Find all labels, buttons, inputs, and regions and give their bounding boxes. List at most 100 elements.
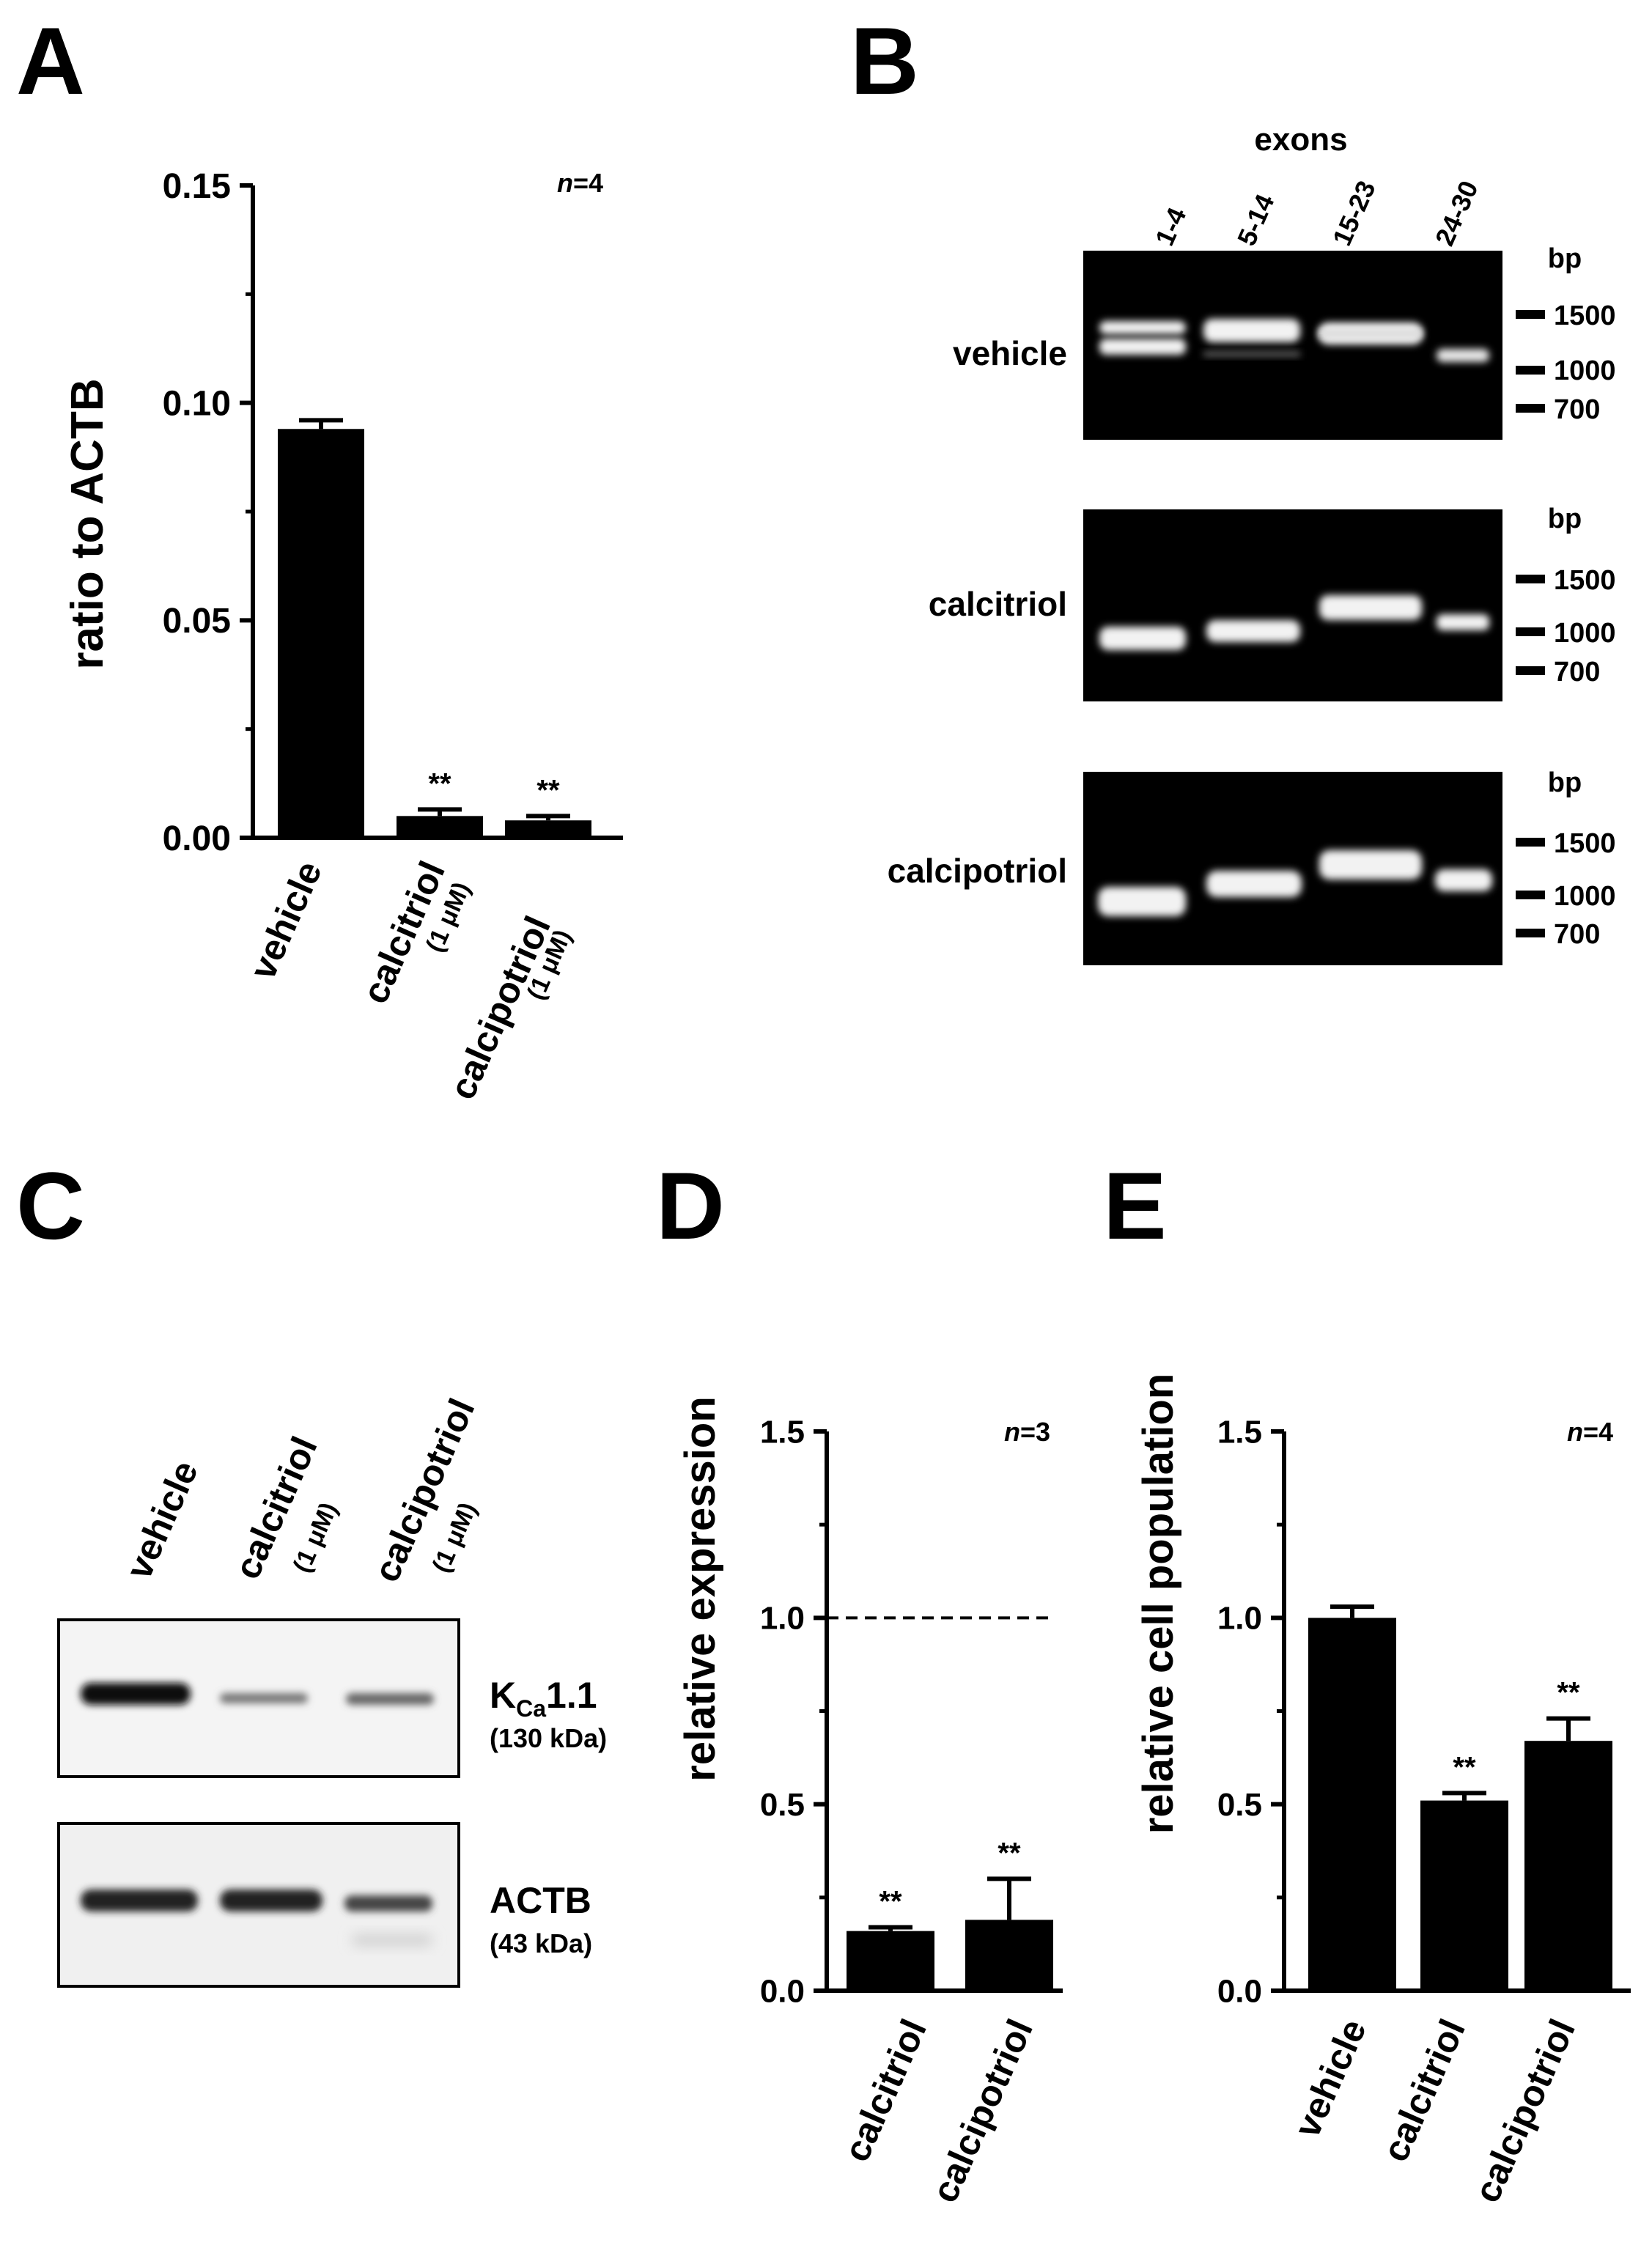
significance-label: ** [879, 1886, 902, 1918]
chart-d-cat-calcitriol: calcitriol [836, 2013, 934, 2168]
marker-label-1000: 1000 [1554, 355, 1616, 386]
y-tick-label: 0.5 [1217, 1787, 1262, 1823]
significance-label: ** [1557, 1677, 1580, 1709]
y-tick-label: 1.0 [760, 1601, 805, 1637]
gel-panel: exons 1-4 5-14 15-23 24-30 [888, 122, 1616, 965]
gel-bands-calcipotriol [1098, 850, 1492, 916]
chart-e-n-italic: n [1567, 1417, 1583, 1447]
chart-a-cat-calcipotriol: calcipotriol [441, 910, 558, 1105]
chart-a-bars: ** ** [278, 418, 591, 838]
y-tick-label: 0.05 [163, 602, 231, 641]
marker-label-700: 700 [1554, 657, 1600, 688]
panel-label-d: D [656, 1152, 725, 1259]
blot-band [344, 1895, 432, 1912]
chart-a-ylabel: ratio to ACTB [62, 378, 113, 669]
gel-markers-calcitriol: bp 1500 1000 700 [1516, 504, 1616, 688]
gel-row-label-calcipotriol: calcipotriol [888, 852, 1067, 890]
marker-label-700: 700 [1554, 394, 1600, 425]
blot-lane-label-vehicle: vehicle [118, 1455, 206, 1585]
panel-label-b: B [850, 7, 919, 114]
bar [1420, 1800, 1508, 1991]
marker-label-1000: 1000 [1554, 618, 1616, 649]
blot-label-kca-main: K [490, 1675, 516, 1716]
chart-a: ratio to ACTB n=4 ** ** vehicle calcitrio… [62, 167, 623, 1105]
blot-lane-label-calcipotriol: calcipotriol [366, 1393, 483, 1588]
bar [1308, 1618, 1396, 1991]
gel-markers-vehicle: bp 1500 1000 700 [1516, 243, 1616, 425]
gel-bands-vehicle [1099, 319, 1489, 362]
western-blot-panel: vehicle calcitriol (1 μM) calcipotriol (… [57, 1393, 607, 1988]
blot-band [220, 1693, 308, 1703]
bar [278, 429, 364, 838]
gel-band [1099, 339, 1186, 355]
gel-bp-label: bp [1548, 243, 1582, 274]
blot-bands-kca [81, 1683, 434, 1705]
y-tick-label: 1.5 [1217, 1414, 1262, 1450]
marker-label-1500: 1500 [1554, 828, 1616, 859]
gel-row-label-vehicle: vehicle [953, 334, 1067, 372]
marker-label-1500: 1500 [1554, 301, 1616, 331]
chart-d: relative expression n=3 ** ** calcitriol … [676, 1396, 1063, 2208]
marker-tick [1516, 929, 1545, 937]
marker-label-1500: 1500 [1554, 565, 1616, 596]
blot-size-actb: (43 kDa) [490, 1928, 592, 1958]
y-tick-label: 1.0 [1217, 1601, 1262, 1637]
panel-label-a: A [16, 7, 85, 114]
gel-band [1435, 869, 1492, 891]
significance-label: ** [998, 1837, 1021, 1869]
gel-image-calcitriol [1083, 509, 1502, 701]
chart-d-category-labels: calcitriol calcipotriol [836, 2013, 1041, 2208]
gel-band [1319, 850, 1422, 880]
blot-band [346, 1693, 434, 1705]
blot-label-kca-sub: Ca [516, 1695, 546, 1722]
gel-bands-calcitriol [1099, 595, 1489, 650]
gel-band [1319, 595, 1422, 620]
gel-image-calcipotriol [1083, 772, 1502, 965]
y-tick-label: 0.00 [163, 819, 231, 858]
chart-a-n-value: =4 [573, 168, 603, 198]
blot-size-kca: (130 kDa) [490, 1723, 607, 1753]
significance-label: ** [1453, 1751, 1476, 1783]
chart-e-n-value: =4 [1583, 1417, 1613, 1447]
y-tick-label: 0.5 [760, 1787, 805, 1823]
significance-label: ** [428, 767, 451, 800]
bar [397, 816, 483, 838]
chart-d-cat-calcipotriol: calcipotriol [923, 2013, 1041, 2208]
marker-tick [1516, 891, 1545, 899]
blot-bands-actb [81, 1890, 432, 1945]
gel-band [1319, 328, 1422, 339]
y-tick-label: 1.5 [760, 1414, 805, 1450]
gel-band [1099, 321, 1186, 334]
y-tick-label: 0.15 [163, 167, 231, 206]
y-tick-label: 0.0 [1217, 1973, 1262, 2009]
blot-band [81, 1683, 191, 1705]
gel-band [1203, 319, 1300, 342]
marker-tick [1516, 627, 1545, 636]
chart-d-n-italic: n [1004, 1417, 1020, 1447]
chart-e-cat-vehicle: vehicle [1286, 2013, 1374, 2144]
marker-label-1000: 1000 [1554, 881, 1616, 912]
y-tick-label: 0.10 [163, 384, 231, 423]
gel-lane-label-1: 1-4 [1149, 203, 1192, 250]
gel-lane-label-3: 15-23 [1327, 176, 1382, 250]
chart-e: relative cell population n=4 ** ** vehicl… [1135, 1374, 1631, 2208]
gel-bp-label: bp [1548, 767, 1582, 798]
bar [965, 1920, 1053, 1991]
significance-label: ** [536, 774, 560, 806]
marker-tick [1516, 666, 1545, 675]
gel-bp-label: bp [1548, 504, 1582, 534]
marker-tick [1516, 310, 1545, 319]
chart-e-n-label: n=4 [1567, 1417, 1613, 1447]
chart-e-cat-calcitriol: calcitriol [1374, 2013, 1473, 2168]
gel-markers-calcipotriol: bp 1500 1000 700 [1516, 767, 1616, 950]
y-tick-label: 0.0 [760, 1973, 805, 2009]
marker-tick [1516, 404, 1545, 413]
gel-lane-label-4: 24-30 [1429, 176, 1484, 250]
gel-band [1099, 627, 1186, 650]
bar [505, 820, 591, 838]
chart-a-n-italic: n [557, 168, 573, 198]
blot-label-kca-rest: 1.1 [546, 1675, 597, 1716]
chart-a-cat-vehicle: vehicle [242, 855, 330, 986]
gel-row-label-calcitriol: calcitriol [929, 585, 1067, 623]
